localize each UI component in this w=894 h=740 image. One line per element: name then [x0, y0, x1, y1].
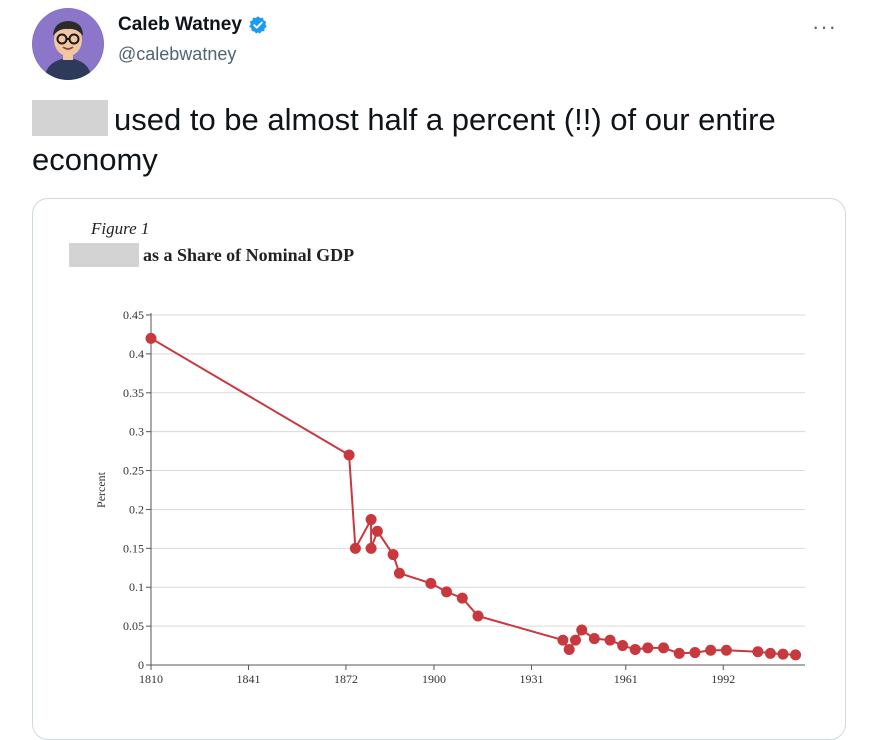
data-point: [563, 643, 575, 655]
data-point: [764, 647, 776, 659]
data-point: [343, 449, 355, 461]
author-name[interactable]: Caleb Watney: [118, 14, 242, 35]
y-tick-label: 0.15: [123, 541, 144, 555]
data-point: [658, 642, 670, 654]
tweet-body: used to be almost half a percent (!!) of…: [32, 102, 776, 177]
data-point: [349, 542, 361, 554]
data-point: [441, 586, 453, 598]
data-point: [752, 646, 764, 658]
y-tick-label: 0.4: [129, 347, 144, 361]
data-point: [777, 648, 789, 660]
x-tick-label: 1961: [614, 672, 638, 686]
redaction-block: [32, 100, 108, 136]
data-point: [569, 634, 581, 646]
data-point: [790, 649, 802, 661]
y-axis-label: Percent: [94, 471, 108, 508]
title-redaction-block: [69, 243, 139, 267]
author-row: Caleb Watney: [118, 14, 268, 36]
data-point: [557, 634, 569, 646]
y-tick-label: 0.3: [129, 425, 144, 439]
data-point: [145, 332, 157, 344]
author-handle[interactable]: @calebwatney: [118, 44, 237, 64]
data-point: [588, 633, 600, 645]
data-point: [720, 644, 732, 656]
data-point: [629, 643, 641, 655]
y-tick-label: 0.35: [123, 386, 144, 400]
figure-title: as a Share of Nominal GDP: [69, 243, 354, 267]
avatar[interactable]: [32, 8, 104, 80]
verified-badge-icon: [249, 16, 267, 34]
x-tick-label: 1931: [519, 672, 543, 686]
x-tick-label: 1900: [422, 672, 446, 686]
data-point: [472, 610, 484, 622]
tweet-text: used to be almost half a percent (!!) of…: [32, 100, 862, 180]
x-tick-label: 1841: [236, 672, 260, 686]
x-tick-label: 1872: [334, 672, 358, 686]
data-point: [576, 624, 588, 636]
data-point: [689, 647, 701, 659]
data-point: [705, 644, 717, 656]
line-chart: 0 0.05 0.1 0.15 0.2 0.25 0.3 0.35 0.4 0.45 1810 184…: [94, 308, 805, 686]
data-point: [387, 549, 399, 561]
figure-title-text: as a Share of Nominal GDP: [143, 244, 355, 265]
data-point: [393, 567, 405, 579]
data-point: [642, 642, 654, 654]
data-point: [425, 577, 437, 589]
x-tick-label: 1992: [711, 672, 735, 686]
avatar-illustration: [32, 8, 104, 80]
data-point: [371, 525, 383, 537]
y-tick-label: 0.45: [123, 308, 144, 322]
data-point: [365, 514, 377, 526]
y-tick-label: 0.2: [129, 502, 144, 516]
x-tick-label: 1810: [139, 672, 163, 686]
media-card[interactable]: Figure 1 as a Share of Nominal GDP 0 0.05…: [32, 198, 846, 740]
y-tick-label: 0.05: [123, 619, 144, 633]
data-point: [456, 592, 468, 604]
data-point: [604, 634, 616, 646]
y-tick-label: 0: [138, 658, 144, 672]
data-point: [617, 640, 629, 652]
figure-label: Figure 1: [91, 219, 150, 238]
more-options-icon[interactable]: ···: [812, 14, 837, 39]
y-tick-label: 0.25: [123, 464, 144, 478]
data-point: [365, 542, 377, 554]
y-tick-label: 0.1: [129, 580, 144, 594]
data-point: [673, 647, 685, 659]
series-line: [150, 337, 796, 656]
